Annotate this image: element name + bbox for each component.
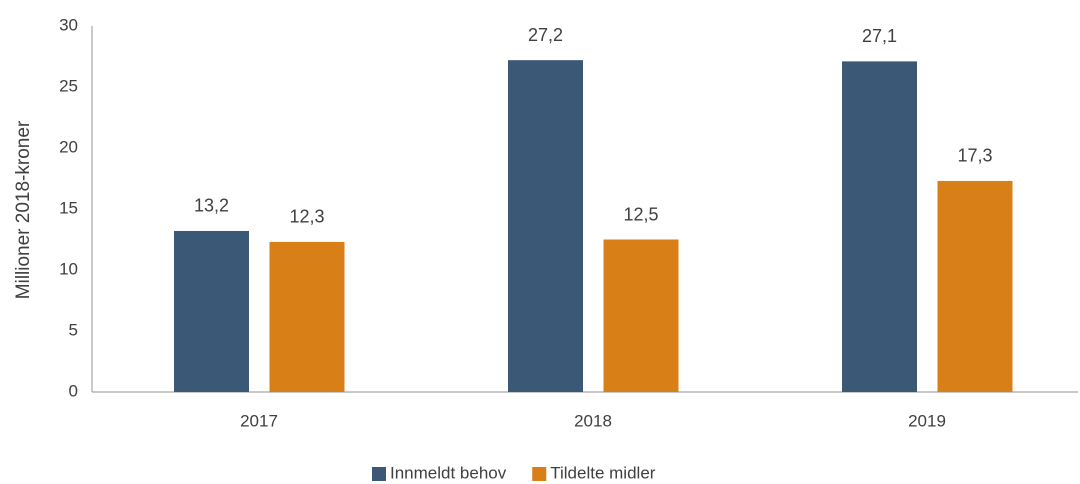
data-label: 27,2 [528,25,563,45]
data-label: 13,2 [194,196,229,216]
bar [508,60,583,392]
bar [269,241,345,392]
bar [842,61,917,392]
y-tick-label: 10 [59,259,78,278]
y-tick-label: 5 [69,320,78,339]
data-label: 12,3 [289,207,324,227]
data-label: 12,5 [623,204,658,224]
legend-swatch [372,467,386,481]
legend-label: Innmeldt behov [390,463,507,482]
bar [937,180,1013,392]
y-axis-label: Millioner 2018-kroner [13,120,34,299]
data-label: 17,3 [957,146,992,166]
legend-label: Tildelte midler [550,463,656,482]
data-label: 27,1 [862,26,897,46]
y-tick-label: 0 [69,381,78,400]
y-tick-label: 25 [59,76,78,95]
y-tick-label: 15 [59,198,78,217]
x-tick-label: 2019 [908,411,946,430]
legend-swatch [532,467,547,481]
bar [603,239,679,392]
x-tick-label: 2018 [574,411,612,430]
bar [174,230,249,392]
y-tick-label: 30 [59,15,78,34]
x-tick-label: 2017 [240,411,278,430]
y-tick-label: 20 [59,137,78,156]
